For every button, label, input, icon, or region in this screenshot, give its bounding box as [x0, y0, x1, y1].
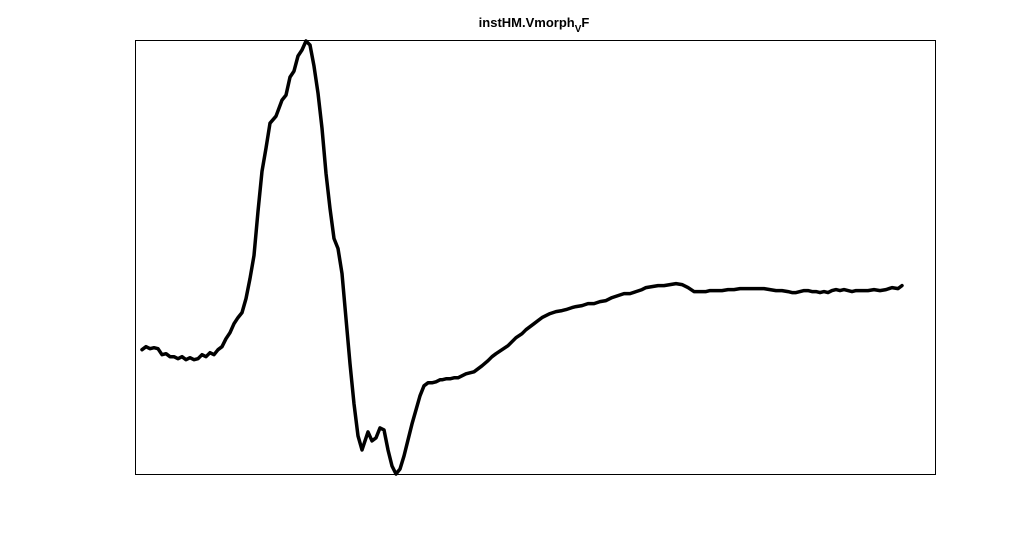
chart-title: instHM.VmorphVF	[479, 15, 590, 35]
plot-area	[140, 39, 904, 476]
chart-title-suffix: F	[581, 15, 589, 30]
series-line-0	[140, 39, 904, 476]
chart-title-main: instHM.Vmorph	[479, 15, 575, 30]
plot-area-frame	[135, 40, 936, 475]
chart-title-subscript: V	[575, 24, 582, 35]
